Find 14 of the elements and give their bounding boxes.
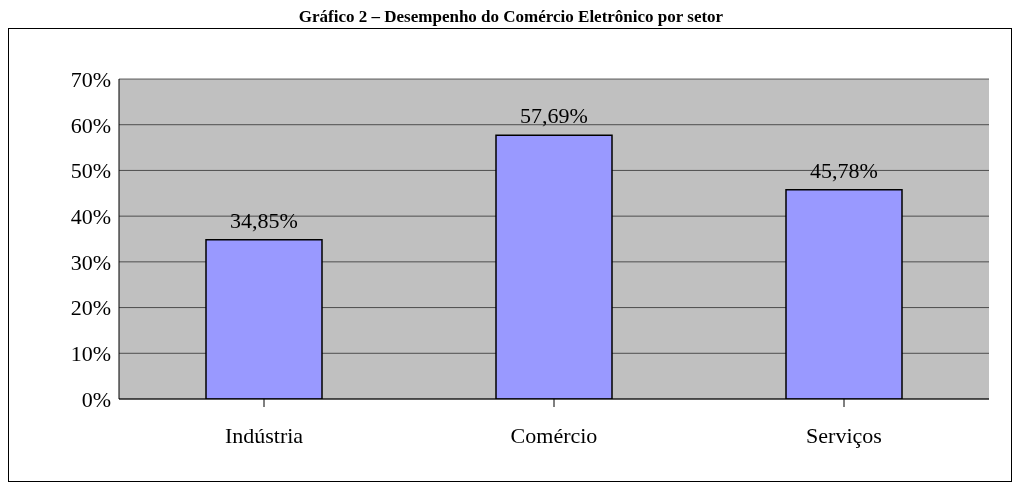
chart-title: Gráfico 2 – Desempenho do Comércio Eletrônico por setor [297,7,725,28]
y-tick-label: 50% [70,158,111,184]
data-label: 34,85% [230,207,298,233]
y-tick-label: 70% [70,66,111,92]
x-tick-label: Comércio [510,422,598,448]
x-tick-label: Serviços [806,422,882,448]
y-tick-label: 40% [70,203,111,229]
y-tick-label: 30% [70,249,111,275]
y-tick-label: 60% [70,112,111,138]
y-tick-label: 20% [70,295,111,321]
data-label: 57,69% [520,103,588,129]
y-tick-label: 0% [81,386,111,412]
x-tick-label: Indústria [224,422,304,448]
y-tick-label: 10% [70,341,111,367]
